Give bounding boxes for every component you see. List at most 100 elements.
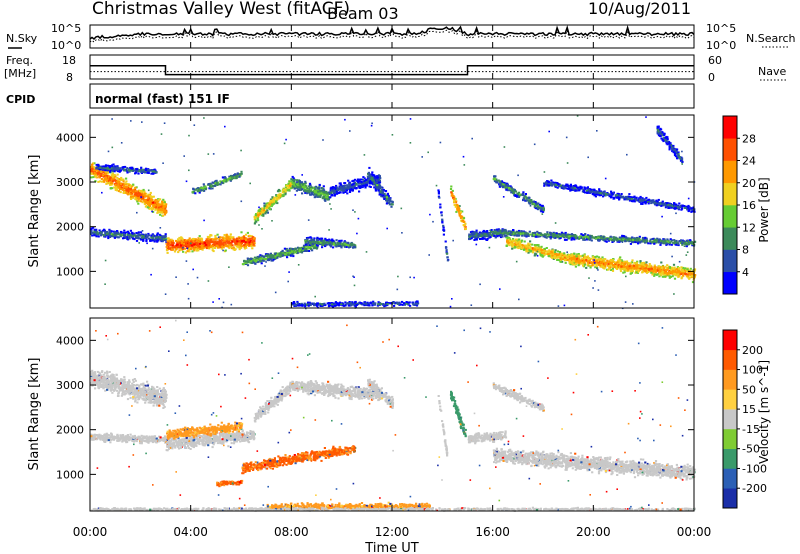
power-cell (140, 200, 143, 203)
noise-left-tick-top: 10^5 (51, 22, 81, 35)
power-cell (511, 243, 514, 246)
power-cell (228, 242, 231, 245)
power-cell (172, 248, 175, 251)
power-cell (134, 189, 137, 191)
power-cell (150, 236, 153, 239)
power-cell (482, 229, 485, 232)
power-cell (343, 245, 346, 248)
power-cell (284, 189, 287, 192)
power-cell (150, 234, 153, 237)
power-cell (338, 239, 341, 242)
power-cell (220, 247, 223, 250)
power-cell (192, 242, 195, 245)
power-cell (557, 253, 561, 256)
power-cell (515, 246, 518, 249)
power-cell (351, 243, 354, 246)
power-cell (384, 190, 387, 193)
power-cell (202, 183, 205, 186)
power-cell (251, 236, 254, 239)
power-cell (613, 266, 616, 269)
power-cell (136, 234, 139, 237)
power-cell (316, 189, 319, 192)
power-cell (267, 258, 270, 261)
power-cell (282, 254, 285, 257)
power-cell (678, 273, 682, 276)
power-cell (251, 257, 254, 260)
power-cell (112, 233, 115, 236)
power-cell (135, 232, 138, 234)
power-cell (643, 266, 646, 269)
power-cell (162, 198, 165, 201)
power-cell (128, 170, 131, 173)
power-cell (90, 230, 93, 232)
power-scatter (90, 115, 697, 310)
power-cell (165, 203, 168, 206)
power-cell (203, 189, 206, 192)
power-cell (587, 261, 590, 264)
power-cell (248, 241, 251, 244)
power-cell (119, 183, 123, 186)
nave-label: Nave (758, 65, 786, 78)
power-cell (311, 193, 314, 196)
power-cell (159, 209, 162, 211)
power-cell (153, 240, 156, 243)
power-cell (180, 241, 183, 243)
power-cell (136, 236, 139, 239)
power-cell (449, 188, 453, 190)
power-cell (165, 249, 169, 252)
power-cell (153, 206, 156, 209)
power-cell (186, 244, 189, 247)
power-cell (301, 192, 304, 195)
power-cell (152, 234, 155, 237)
power-cell (315, 191, 318, 194)
power-cell (129, 193, 132, 196)
power-cell (353, 187, 356, 190)
power-cell (625, 269, 628, 272)
power-cell (218, 243, 221, 246)
power-cell (130, 195, 133, 198)
power-cell (190, 240, 194, 243)
power-cell (329, 241, 332, 244)
power-cell (529, 247, 532, 250)
power-cell (148, 205, 152, 208)
power-cell (292, 186, 295, 189)
power-cell (132, 183, 135, 186)
power-cell (309, 242, 312, 245)
power-cell (286, 251, 289, 254)
power-cell (238, 239, 241, 242)
power-cell (333, 243, 336, 246)
power-cell (95, 230, 98, 233)
power-cell (138, 234, 141, 237)
power-cell (473, 231, 476, 234)
power-cell (565, 255, 568, 258)
power-cell (138, 169, 141, 172)
power-cell (183, 242, 186, 245)
power-cell (527, 242, 530, 245)
power-cell (664, 265, 667, 268)
power-cell (677, 275, 680, 278)
power-cell (211, 245, 214, 248)
power-cell (523, 240, 526, 243)
power-cell (207, 246, 210, 249)
power-cell (298, 180, 301, 183)
power-cell (131, 192, 134, 195)
power-cell (618, 264, 622, 267)
power-cell (577, 254, 581, 257)
power-cell (112, 230, 115, 233)
power-cell (214, 180, 217, 183)
noise-right-tick-bottom: 10^0 (706, 39, 736, 52)
power-cell (102, 165, 105, 168)
power-cell (154, 208, 157, 211)
power-cell (226, 237, 229, 240)
power-cell (161, 210, 164, 212)
power-cell (691, 281, 695, 284)
power-cell (275, 200, 278, 203)
power-cell (208, 243, 211, 246)
power-cell (95, 235, 98, 238)
power-cell (125, 189, 128, 192)
power-cell (243, 247, 246, 250)
power-cell (368, 177, 371, 180)
power-cell (604, 258, 607, 261)
power-cell (662, 267, 665, 270)
power-cell (258, 209, 261, 212)
